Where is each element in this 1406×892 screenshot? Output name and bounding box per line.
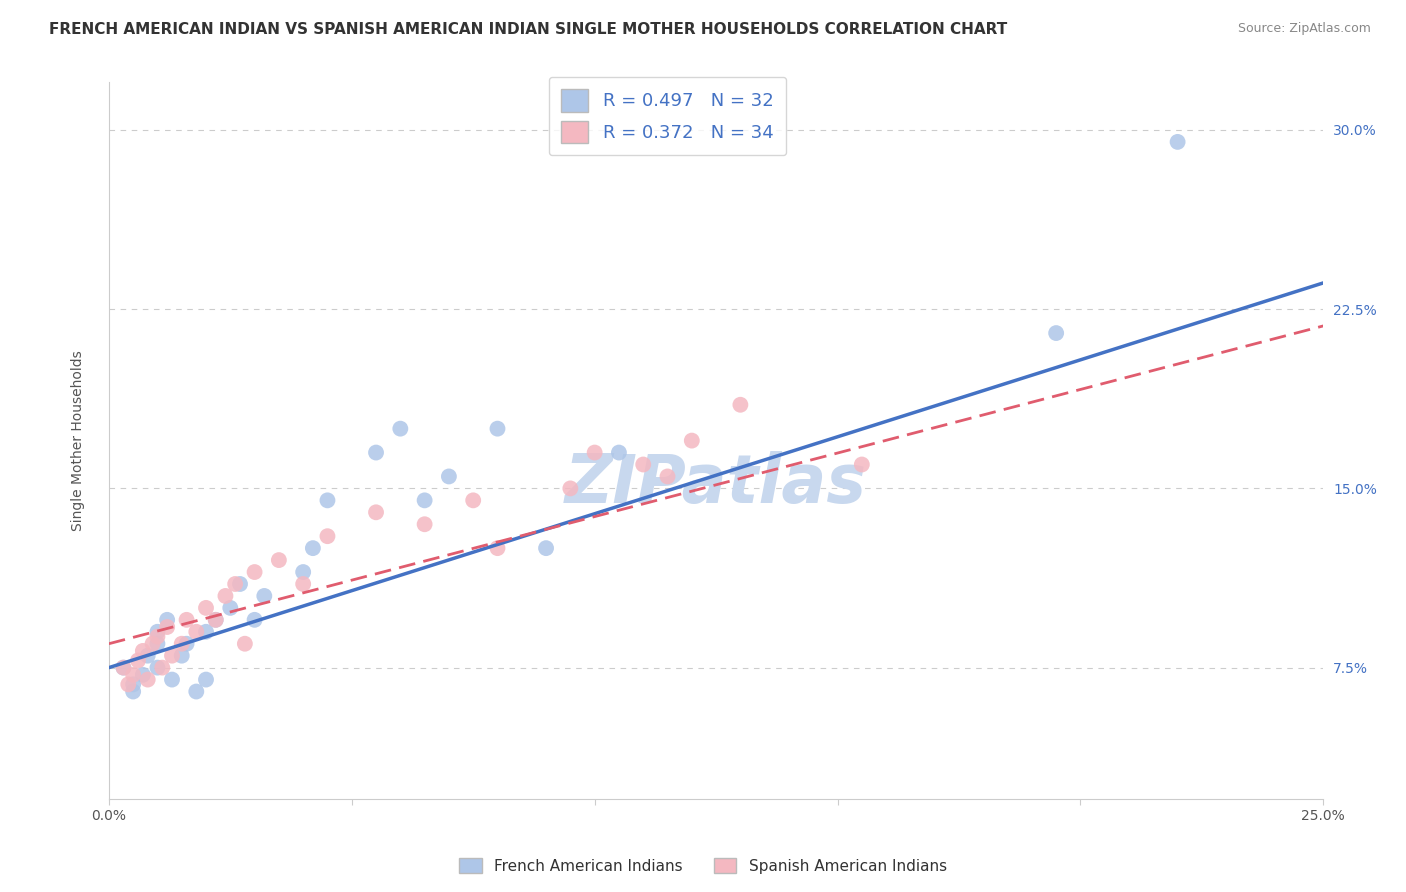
Point — [142, 637, 165, 651]
Point — [583, 445, 606, 459]
Point — [150, 660, 173, 674]
Point — [132, 668, 155, 682]
Point — [146, 624, 169, 639]
Point — [146, 630, 169, 644]
Point — [437, 469, 460, 483]
Point — [117, 677, 139, 691]
Point — [657, 469, 679, 483]
Point — [195, 600, 218, 615]
Point — [389, 422, 412, 436]
Point — [112, 660, 135, 674]
Point — [122, 677, 145, 691]
Point — [136, 673, 159, 687]
Point — [195, 673, 218, 687]
Point — [160, 673, 183, 687]
Point — [127, 653, 149, 667]
Point — [214, 589, 236, 603]
Point — [233, 637, 256, 651]
Point — [170, 637, 193, 651]
Point — [176, 613, 198, 627]
Point — [195, 624, 218, 639]
Point — [136, 648, 159, 663]
Point — [534, 541, 557, 556]
Legend: French American Indians, Spanish American Indians: French American Indians, Spanish America… — [453, 852, 953, 880]
Point — [170, 648, 193, 663]
Point — [186, 684, 208, 698]
Point — [292, 577, 315, 591]
Point — [607, 445, 630, 459]
Point — [302, 541, 325, 556]
Point — [146, 660, 169, 674]
Point — [851, 458, 873, 472]
Point — [631, 458, 654, 472]
Legend: R = 0.497   N = 32, R = 0.372   N = 34: R = 0.497 N = 32, R = 0.372 N = 34 — [548, 77, 786, 155]
Point — [413, 517, 436, 532]
Point — [1045, 326, 1067, 340]
Point — [486, 422, 509, 436]
Point — [560, 482, 582, 496]
Point — [681, 434, 703, 448]
Point — [316, 529, 339, 543]
Point — [156, 613, 179, 627]
Point — [186, 624, 208, 639]
Point — [243, 613, 266, 627]
Text: Source: ZipAtlas.com: Source: ZipAtlas.com — [1237, 22, 1371, 36]
Point — [229, 577, 252, 591]
Point — [1167, 135, 1189, 149]
Text: ZIPatlas: ZIPatlas — [565, 450, 868, 516]
Point — [219, 600, 242, 615]
Point — [146, 637, 169, 651]
Point — [132, 644, 155, 658]
Point — [463, 493, 485, 508]
Point — [204, 613, 226, 627]
Point — [122, 668, 145, 682]
Point — [253, 589, 276, 603]
Point — [316, 493, 339, 508]
Point — [204, 613, 226, 627]
Point — [112, 660, 135, 674]
Y-axis label: Single Mother Households: Single Mother Households — [72, 351, 86, 531]
Point — [243, 565, 266, 579]
Point — [267, 553, 290, 567]
Point — [176, 637, 198, 651]
Point — [730, 398, 752, 412]
Point — [122, 684, 145, 698]
Point — [224, 577, 246, 591]
Point — [486, 541, 509, 556]
Text: FRENCH AMERICAN INDIAN VS SPANISH AMERICAN INDIAN SINGLE MOTHER HOUSEHOLDS CORRE: FRENCH AMERICAN INDIAN VS SPANISH AMERIC… — [49, 22, 1008, 37]
Point — [292, 565, 315, 579]
Point — [156, 620, 179, 634]
Point — [364, 445, 387, 459]
Point — [160, 648, 183, 663]
Point — [413, 493, 436, 508]
Point — [364, 505, 387, 519]
